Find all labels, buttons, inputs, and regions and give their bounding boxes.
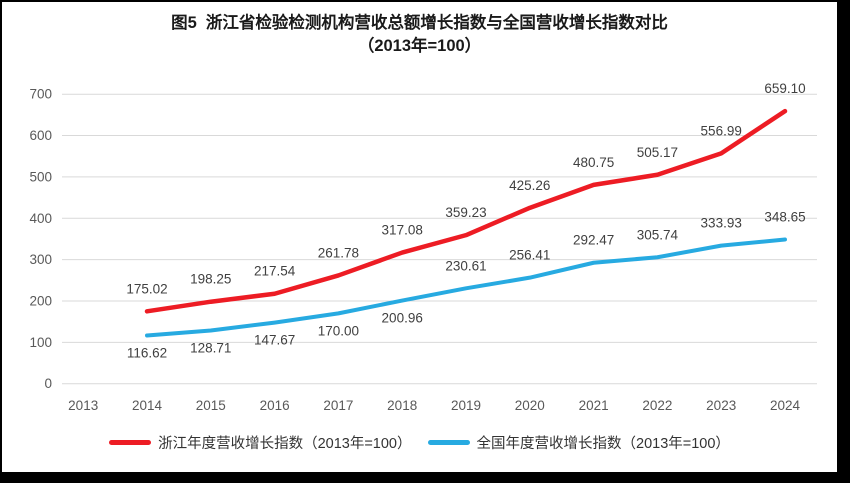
- line-chart: 0 100 200 300 400 500 600 700 2013 2014 2015 2016 20…: [29, 81, 817, 413]
- x-axis-tick-label: 2016: [260, 398, 290, 413]
- data-label: 170.00: [318, 323, 359, 338]
- chart-title-line1: 图5 浙江省检验检测机构营收总额增长指数与全国营收增长指数对比: [171, 14, 668, 32]
- data-label: 256.41: [509, 248, 550, 263]
- y-axis-tick-label: 0: [44, 376, 52, 391]
- data-label: 128.71: [190, 340, 231, 355]
- data-label: 230.61: [445, 258, 486, 273]
- x-axis-tick-label: 2024: [770, 398, 801, 413]
- national-series-swatch: [427, 440, 470, 445]
- y-axis-tick-label: 100: [29, 335, 52, 350]
- data-label: 556.99: [701, 123, 742, 138]
- data-label: 292.47: [573, 233, 614, 248]
- data-label: 175.02: [126, 281, 167, 296]
- data-label: 659.10: [764, 81, 805, 96]
- data-label: 359.23: [445, 205, 486, 220]
- data-label: 348.65: [764, 210, 805, 225]
- legend-item-zhejiang: 浙江年度营收增长指数（2013年=100）: [109, 432, 412, 453]
- data-label: 333.93: [701, 216, 742, 231]
- data-label: 261.78: [318, 245, 359, 260]
- data-label: 198.25: [190, 272, 231, 287]
- x-axis-tick-label: 2013: [68, 398, 98, 413]
- data-label: 317.08: [382, 223, 423, 238]
- chart-title-line2: （2013年=100）: [357, 37, 482, 55]
- national-series-label: 全国年度营收增长指数（2013年=100）: [476, 436, 730, 452]
- zhejiang-series-line: [144, 108, 788, 314]
- x-axis-tick-label: 2018: [387, 398, 417, 413]
- x-axis-tick-label: 2020: [515, 398, 545, 413]
- y-axis-tick-label: 200: [29, 293, 52, 308]
- data-label: 217.54: [254, 264, 296, 279]
- y-axis-tick-label: 700: [29, 87, 52, 102]
- x-axis-tick-label: 2022: [642, 398, 672, 413]
- legend-item-national: 全国年度营收增长指数（2013年=100）: [427, 432, 730, 453]
- data-label: 505.17: [637, 145, 678, 160]
- x-axis-tick-label: 2017: [323, 398, 353, 413]
- data-label: 147.67: [254, 333, 295, 348]
- zhejiang-series-swatch: [109, 440, 152, 445]
- y-axis-tick-label: 400: [29, 211, 52, 226]
- data-label: 200.96: [382, 311, 423, 326]
- x-axis-tick-label: 2014: [132, 398, 163, 413]
- data-label: 425.26: [509, 178, 550, 193]
- x-axis-tick-label: 2015: [196, 398, 226, 413]
- chart-legend: 浙江年度营收增长指数（2013年=100） 全国年度营收增长指数（2013年=1…: [2, 432, 837, 453]
- chart-title: 图5 浙江省检验检测机构营收总额增长指数与全国营收增长指数对比 （2013年=1…: [2, 12, 837, 58]
- national-series-line: [145, 237, 787, 338]
- y-axis-tick-label: 600: [29, 128, 52, 143]
- zhejiang-series-label: 浙江年度营收增长指数（2013年=100）: [158, 436, 412, 452]
- x-axis-tick-label: 2019: [451, 398, 481, 413]
- x-axis-tick-label: 2021: [579, 398, 609, 413]
- data-label: 305.74: [637, 227, 679, 242]
- y-axis-tick-label: 300: [29, 252, 52, 267]
- data-label: 480.75: [573, 155, 614, 170]
- x-axis-tick-label: 2023: [706, 398, 736, 413]
- y-axis-tick-label: 500: [29, 169, 52, 184]
- data-label: 116.62: [127, 345, 167, 360]
